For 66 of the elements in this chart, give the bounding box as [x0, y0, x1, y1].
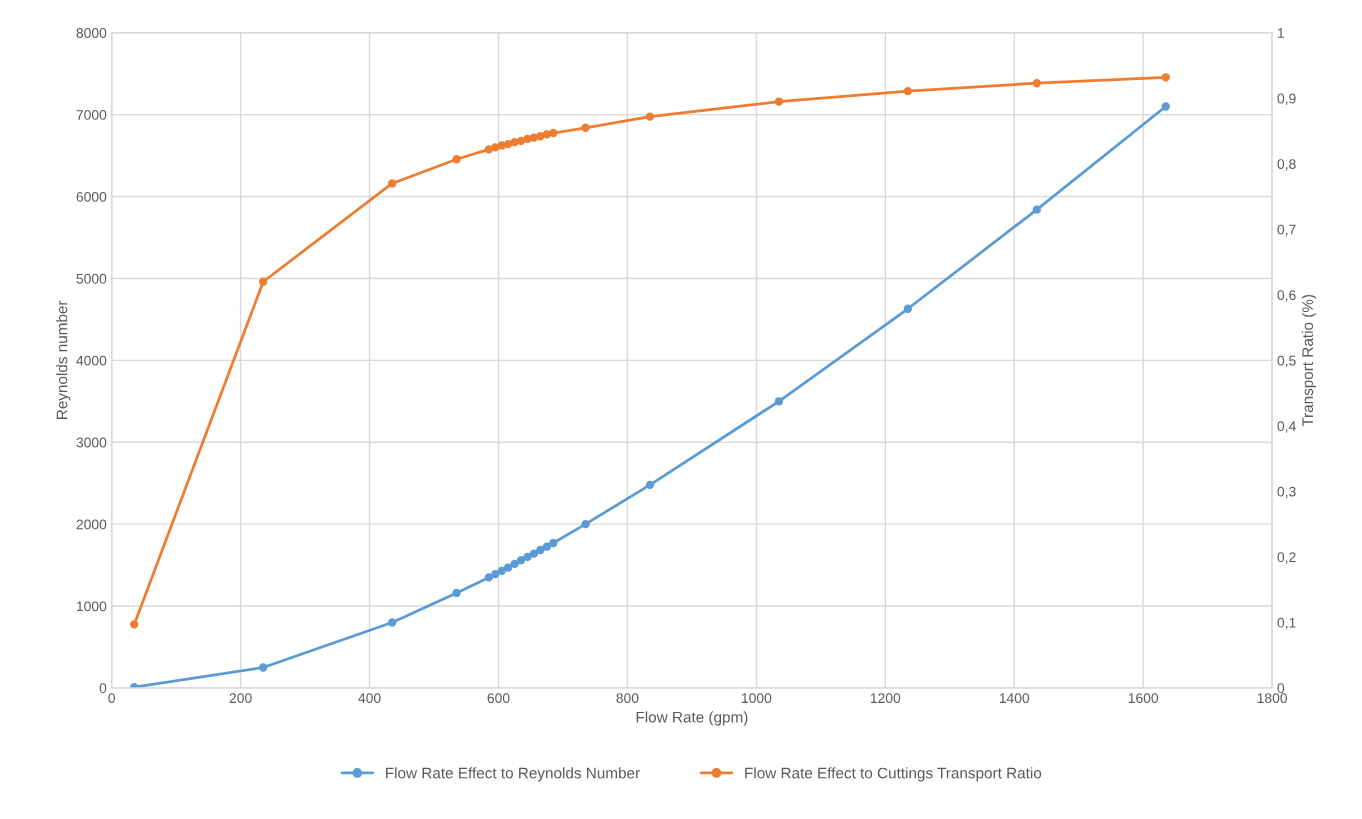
y2-tick-label: 0,6 [1277, 290, 1296, 302]
y-tick-label: 6000 [76, 191, 107, 202]
point [130, 620, 139, 629]
y2-axis-title: Transport Ratio (%) [1301, 294, 1317, 427]
point [536, 545, 545, 555]
point [1161, 73, 1170, 82]
point [497, 566, 506, 576]
point [259, 663, 268, 672]
y-axis-title: Reynolds number [56, 300, 71, 419]
point [452, 588, 461, 598]
legend-label: Flow Rate Effect to Cuttings Transport Ratio [745, 767, 1042, 782]
point [581, 123, 590, 132]
point [259, 277, 268, 286]
point [645, 112, 655, 121]
point [774, 97, 784, 106]
x-tick-label: 800 [616, 693, 639, 704]
x-tick-label: 400 [358, 693, 381, 704]
point [523, 552, 532, 562]
point [774, 397, 784, 406]
point [1161, 102, 1170, 111]
point [903, 304, 913, 313]
point [542, 542, 552, 551]
x-tick-label: 1600 [1128, 693, 1159, 704]
y2-tick-label: 0 [1277, 683, 1285, 694]
point [529, 549, 539, 558]
y2-tick-label: 0,7 [1277, 224, 1296, 237]
y2-tick-label: 0,3 [1277, 486, 1296, 499]
point [491, 569, 500, 579]
y-tick-label: 5000 [76, 273, 107, 284]
point [645, 480, 655, 490]
point [484, 573, 493, 582]
x-tick-label: 0 [108, 693, 115, 704]
y2-tick-label: 0,4 [1277, 421, 1296, 433]
x-tick-label: 600 [487, 693, 510, 704]
point [549, 128, 558, 138]
y-tick-label: 8000 [76, 28, 107, 38]
x-tick-label: 1400 [999, 693, 1030, 704]
y-tick-label: 0 [99, 683, 107, 694]
y2-tick-label: 0,5 [1277, 355, 1296, 368]
point [387, 179, 397, 188]
y-tick-label: 3000 [76, 437, 107, 448]
point [581, 519, 590, 529]
point [504, 563, 513, 572]
y-tick-label: 2000 [76, 519, 107, 530]
y-tick-label: 4000 [76, 355, 107, 366]
x-tick-label: 1800 [1257, 693, 1288, 704]
y2-tick-label: 1 [1278, 28, 1285, 38]
point [387, 618, 397, 627]
legend-label: Flow Rate Effect to Reynolds Number [386, 767, 640, 782]
point [1032, 205, 1041, 214]
point [1032, 79, 1041, 88]
point [491, 143, 500, 152]
x-tick-label: 200 [229, 693, 252, 704]
y2-tick-label: 0,1 [1277, 617, 1296, 630]
point [510, 559, 519, 569]
point [903, 86, 913, 96]
y2-tick-label: 0,2 [1277, 552, 1296, 564]
x-tick-label: 1200 [870, 693, 901, 704]
point [452, 155, 461, 164]
y-tick-label: 7000 [76, 109, 107, 120]
x-axis-title: Flow Rate (gpm) [636, 711, 748, 726]
y-tick-label: 1000 [76, 601, 107, 612]
y2-tick-label: 0,8 [1277, 159, 1296, 171]
x-tick-label: 1000 [741, 693, 772, 704]
y2-tick-label: 0,9 [1277, 93, 1296, 106]
point [549, 538, 558, 548]
